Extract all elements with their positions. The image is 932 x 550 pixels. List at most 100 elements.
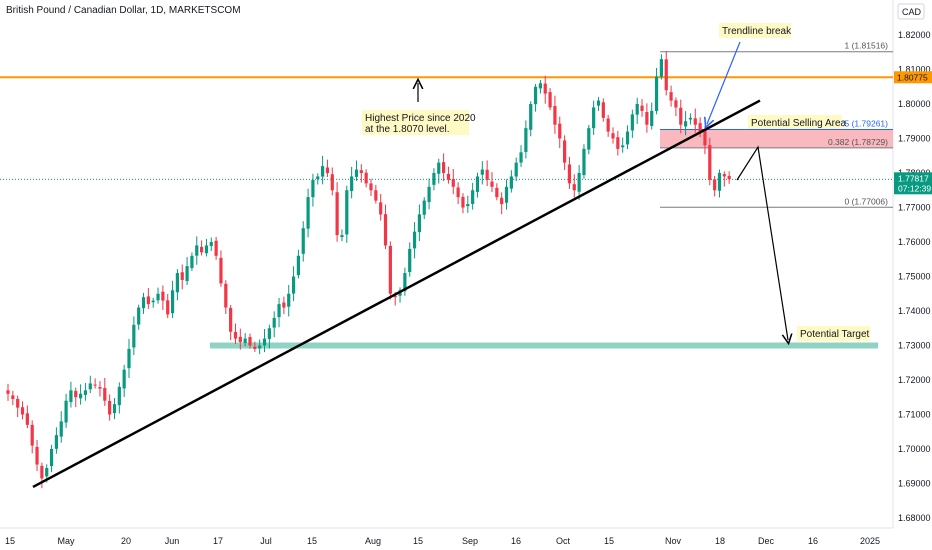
x-tick-label: May [57,536,75,546]
candle-body [374,190,378,201]
candle-body [538,83,542,89]
x-tick-label: 15 [604,536,614,546]
candle-body [146,296,150,305]
candle-body [195,245,199,256]
y-tick-label: 1.68000 [898,513,931,523]
candle-body [442,162,446,173]
x-tick-label: 17 [213,536,223,546]
candle-body [267,328,271,339]
candle-body [170,290,175,314]
resistance-price-text: 1.80775 [897,72,928,82]
target-path-arrow [736,145,788,340]
candle-body [630,114,634,131]
candle-body [277,304,281,318]
currency-label: CAD [902,7,922,17]
candle-body [156,293,160,301]
x-tick-label: 16 [808,536,818,546]
currency-box[interactable] [897,3,925,20]
candle-body [490,181,494,187]
candle-body [582,148,586,176]
x-tick-label: Aug [365,536,381,546]
support-band[interactable] [210,342,878,349]
candle-body [175,273,179,293]
candle-body [45,467,49,477]
trendline[interactable] [32,99,761,489]
candle-body [316,176,320,179]
candle-body [563,140,567,163]
y-tick-label: 1.69000 [898,479,931,489]
candle-body [659,59,663,77]
candle-body [354,169,359,177]
candle-body [548,92,552,108]
candle-body [722,174,726,177]
x-tick-label: Sep [462,536,478,546]
x-tick-label: 15 [413,536,423,546]
chart-title: British Pound / Canadian Dollar, 1D, MAR… [6,5,241,16]
x-tick-label: Oct [556,536,571,546]
selling-area-label: Potential Selling Area [751,118,847,129]
highest-note-line2: at the 1.8070 level. [365,124,450,135]
candle-body [412,231,417,249]
candle-body [79,393,83,399]
candle-body [272,317,276,328]
candle-body [533,86,538,105]
candle-body [59,421,63,437]
selling-zone[interactable] [660,129,893,148]
candle-body [708,145,712,180]
candle-body [635,104,639,115]
candle-body [224,283,228,308]
candle-body [180,272,184,280]
candle-body [122,369,126,389]
highest-note-line1: Highest Price since 2020 [365,113,476,124]
y-tick-label: 1.70000 [898,444,931,454]
candle-body [296,255,300,276]
candle-body [558,123,562,139]
candle-body [103,388,107,401]
candle-body [364,172,368,184]
candle-body [229,307,233,332]
candle-body [727,175,731,180]
candle-body [475,176,480,192]
y-tick-label: 1.80000 [898,99,931,109]
candle-body [291,276,296,294]
candle-body [466,204,470,207]
candle-body [258,345,262,349]
candle-body [335,192,339,236]
candle-body [262,338,267,346]
candle-body [93,384,97,386]
x-tick-label: 15 [307,536,317,546]
candle-body [209,242,213,247]
candle-body [567,164,572,184]
candle-body [616,137,620,149]
candle-body [287,293,291,307]
y-tick-label: 1.73000 [898,341,931,351]
x-tick-label: Jul [260,536,272,546]
candle-body [20,407,25,415]
candle-body [248,337,252,346]
candle-body [703,130,707,146]
candle-body [640,105,644,111]
candle-body [514,162,518,177]
candle-body [422,200,426,215]
candle-body [88,383,92,390]
candle-body [282,302,286,308]
candle-body [461,196,465,208]
candle-body [427,186,431,203]
candle-body [543,83,547,94]
candle-body [606,118,610,132]
x-tick-label: 15 [5,536,15,546]
candle-body [253,346,257,349]
candle-body [161,291,165,301]
candle-body [219,257,223,284]
x-tick-label: Jun [165,536,180,546]
y-tick-label: 1.79000 [898,134,931,144]
candle-body [713,179,717,191]
candle-body [301,228,305,254]
candle-body [117,386,121,406]
candle-body [446,173,451,180]
candle-body [238,336,242,343]
candle-body [306,197,310,229]
candle-body [524,128,528,152]
candle-body [587,128,591,150]
